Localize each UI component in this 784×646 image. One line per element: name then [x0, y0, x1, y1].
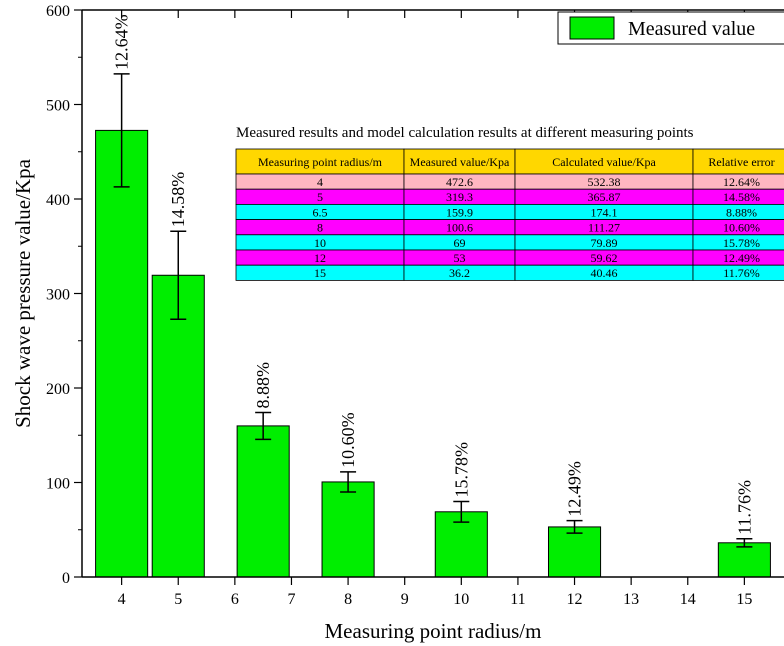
bar-data-label: 8.88% [253, 362, 273, 409]
error-bar-4 [453, 500, 470, 523]
table-cell-text: 159.9 [446, 205, 473, 219]
bar-1 [151, 274, 205, 578]
bar-data-label: 11.76% [734, 480, 754, 535]
bar-data-label: 10.60% [338, 412, 358, 468]
bar-0 [95, 129, 149, 578]
x-tick-label: 8 [344, 591, 352, 608]
table-cell-text: 53 [454, 251, 466, 265]
table-cell-text: 5 [317, 190, 323, 204]
table-cell-text: 11.76% [723, 266, 760, 280]
table-header-cell [514, 148, 694, 175]
error-bar-3 [340, 471, 357, 493]
table-cell-text: 532.38 [588, 175, 621, 189]
table-cell-text: 111.27 [588, 221, 620, 235]
legend-label: Measured value [628, 18, 755, 40]
table-column-header: Relative error [708, 155, 774, 169]
error-bar-5 [566, 519, 583, 534]
y-tick-label: 300 [46, 287, 70, 304]
bar-3 [321, 481, 375, 578]
table-cell-text: 40.46 [591, 266, 618, 280]
bar-data-label: 14.58% [168, 172, 188, 228]
table-column-header: Measuring point radius/m [258, 155, 383, 169]
x-tick-label: 7 [287, 591, 295, 608]
x-tick-label: 6 [231, 591, 239, 608]
legend-swatch [569, 16, 615, 40]
table-cell-text: 100.6 [446, 221, 473, 235]
x-tick-label: 15 [736, 591, 752, 608]
table-cell-text: 12.64% [723, 175, 760, 189]
bar-data-label: 12.64% [112, 14, 132, 69]
bar-data-label: 12.49% [565, 461, 585, 517]
table-cell-text: 174.1 [591, 205, 618, 219]
table-title: Measured results and model calculation r… [236, 125, 694, 141]
table-cell-text: 12 [314, 251, 326, 265]
y-axis-title: Shock wave pressure value/Kpa [11, 158, 35, 428]
x-tick-label: 4 [118, 591, 126, 608]
y-tick-label: 400 [46, 192, 70, 209]
x-tick-label: 14 [680, 591, 696, 608]
table-cell-text: 319.3 [446, 190, 473, 204]
table-cell-text: 365.87 [588, 190, 621, 204]
table-cell-text: 69 [454, 236, 466, 250]
y-tick-label: 200 [46, 381, 70, 398]
bar-5 [547, 526, 602, 578]
table-column-header: Measured value/Kpa [410, 155, 510, 169]
x-tick-label: 11 [510, 591, 525, 608]
table-cell-text: 8.88% [726, 205, 757, 219]
error-bar-2 [255, 411, 272, 441]
x-tick-label: 10 [453, 591, 469, 608]
table-cell-text: 14.58% [723, 190, 760, 204]
bar-6 [717, 542, 771, 578]
bar-data-label: 15.78% [451, 442, 471, 498]
table-cell-text: 59.62 [591, 251, 618, 265]
x-tick-label: 12 [567, 591, 583, 608]
y-tick-label: 600 [46, 3, 70, 20]
table-cell-text: 10 [314, 236, 326, 250]
bar-2 [236, 425, 290, 578]
table-cell-text: 79.89 [591, 236, 618, 250]
table-cell-text: 10.60% [723, 221, 760, 235]
table-column-header: Calculated value/Kpa [552, 155, 656, 169]
y-tick-label: 0 [62, 570, 70, 587]
table-cell-text: 8 [317, 221, 323, 235]
table-cell-text: 12.49% [723, 251, 760, 265]
error-bar-0 [113, 73, 130, 188]
x-tick-label: 9 [401, 591, 409, 608]
y-tick-label: 100 [46, 476, 70, 493]
x-axis-title: Measuring point radius/m [325, 619, 542, 643]
table-cell-text: 472.6 [446, 175, 473, 189]
table-cell-text: 15 [314, 266, 326, 280]
x-tick-label: 5 [174, 591, 182, 608]
table-cell-text: 4 [317, 175, 323, 189]
error-bar-6 [736, 538, 753, 548]
table-cell-text: 6.5 [313, 205, 328, 219]
error-bar-1 [170, 230, 187, 321]
table-cell-text: 36.2 [449, 266, 470, 280]
y-tick-label: 500 [46, 98, 70, 115]
table-header-cell [403, 148, 516, 175]
table-header-cell [235, 148, 405, 175]
table-cell [692, 264, 784, 281]
x-tick-label: 13 [623, 591, 639, 608]
table-cell-text: 15.78% [723, 236, 760, 250]
